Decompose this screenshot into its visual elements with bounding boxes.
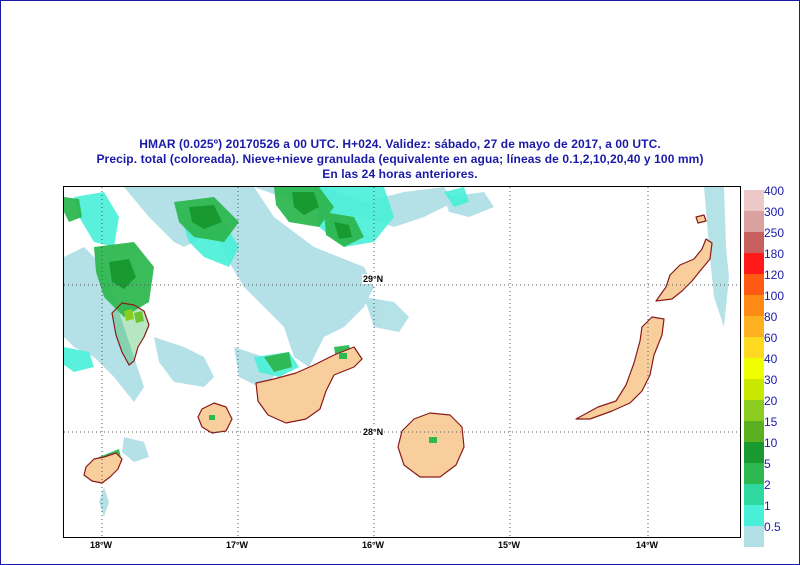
legend-row: 80 (744, 310, 794, 337)
island-tenerife (255, 346, 363, 424)
map-canvas (64, 187, 740, 537)
legend-row: 400 (744, 184, 794, 211)
legend-label: 250 (764, 226, 785, 240)
lon-label-16w: 16°W (361, 540, 385, 550)
legend-swatch (744, 190, 764, 211)
legend-row: 30 (744, 373, 794, 400)
legend-swatch (744, 211, 764, 232)
legend-row: 300 (744, 205, 794, 232)
legend-label: 80 (764, 310, 778, 324)
lon-label-15w: 15°W (497, 540, 521, 550)
lon-label-14w: 14°W (635, 540, 659, 550)
precip-20-30mm-layer (134, 311, 144, 323)
legend-row: 0.5 (744, 520, 794, 547)
map-area (63, 186, 741, 538)
legend-swatch (744, 379, 764, 400)
graticule (64, 187, 740, 537)
legend-swatch (744, 526, 764, 547)
legend-row: 120 (744, 268, 794, 295)
legend-swatch (744, 232, 764, 253)
legend-label: 20 (764, 394, 778, 408)
island-lanzarote (655, 238, 713, 302)
legend-swatch (744, 484, 764, 505)
lat-label-29n: 29°N (362, 274, 385, 284)
island-la-palma (111, 302, 150, 366)
precip-legend: 400 300 250 180 120 100 80 60 40 30 20 15 10 5 2 1 0.5 (744, 184, 794, 547)
island-fuerteventura (575, 316, 665, 420)
header-period-line: En las 24 horas anteriores. (322, 167, 478, 181)
lat-label-28n: 28°N (362, 427, 385, 437)
legend-row: 250 (744, 226, 794, 253)
island-gran-canaria (397, 412, 465, 478)
legend-label: 100 (764, 289, 785, 303)
legend-label: 0.5 (764, 520, 781, 534)
legend-swatch (744, 421, 764, 442)
island-la-graciosa (695, 214, 707, 224)
lon-label-18w: 18°W (89, 540, 113, 550)
precip-over-islands (124, 309, 437, 443)
legend-label: 60 (764, 331, 778, 345)
legend-swatch (744, 505, 764, 526)
legend-row: 40 (744, 352, 794, 379)
precip-0-5mm-layer (64, 187, 729, 517)
islands (83, 214, 713, 484)
legend-label: 1 (764, 499, 771, 513)
legend-label: 30 (764, 373, 778, 387)
island-el-hierro (83, 452, 123, 484)
legend-row: 5 (744, 457, 794, 484)
legend-row: 20 (744, 394, 794, 421)
legend-label: 40 (764, 352, 778, 366)
legend-label: 120 (764, 268, 785, 282)
legend-row: 180 (744, 247, 794, 274)
lon-label-17w: 17°W (225, 540, 249, 550)
legend-swatch (744, 337, 764, 358)
legend-label: 400 (764, 184, 785, 198)
legend-swatch (744, 400, 764, 421)
legend-row: 60 (744, 331, 794, 358)
legend-row: 2 (744, 478, 794, 505)
legend-label: 10 (764, 436, 778, 450)
legend-swatch (744, 295, 764, 316)
legend-label: 180 (764, 247, 785, 261)
legend-row: 10 (744, 436, 794, 463)
legend-swatch (744, 463, 764, 484)
legend-label: 2 (764, 478, 771, 492)
legend-label: 300 (764, 205, 785, 219)
header-variable-line: Precip. total (coloreada). Nieve+nieve g… (96, 152, 704, 166)
legend-swatch (744, 358, 764, 379)
legend-swatch (744, 316, 764, 337)
legend-label: 5 (764, 457, 771, 471)
legend-swatch (744, 274, 764, 295)
legend-label: 15 (764, 415, 778, 429)
legend-swatch (744, 253, 764, 274)
legend-row: 1 (744, 499, 794, 526)
header-title-line: HMAR (0.025º) 20170526 a 00 UTC. H+024. … (139, 137, 661, 151)
precip-10-20mm-layer (109, 192, 352, 289)
legend-row: 100 (744, 289, 794, 316)
legend-row: 15 (744, 415, 794, 442)
legend-swatch (744, 442, 764, 463)
